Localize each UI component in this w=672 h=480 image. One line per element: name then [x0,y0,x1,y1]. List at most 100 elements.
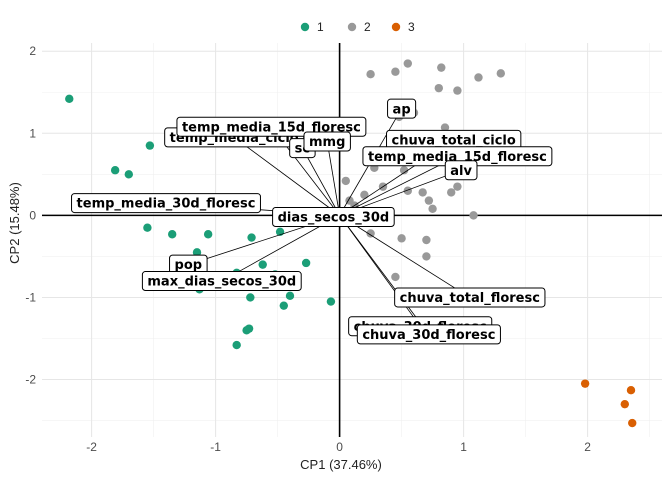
loading-arrow [339,215,430,335]
loading-label-box [303,131,351,152]
loading-label-text: pop [175,258,203,273]
x-axis-title: CP1 (37.46%) [300,457,382,472]
score-point-cluster-2 [440,123,450,132]
score-point-cluster-2 [391,67,400,76]
score-point-cluster-2 [399,166,409,175]
score-point-cluster-2 [447,188,456,197]
loading-arrow [233,137,340,216]
score-point-cluster-2 [424,196,434,205]
grid [42,43,662,437]
score-point-cluster-2 [437,63,446,72]
x-tick-label: -2 [86,440,97,454]
score-point-cluster-2 [496,69,505,78]
legend-key-2 [347,22,357,32]
loading-label-text: temp_media_30d_floresc [77,197,256,212]
loading-label-text: chuva_30d_floresc [362,328,495,343]
loading-label-ap: ap [387,98,417,119]
score-point-cluster-3 [626,386,636,395]
score-point-cluster-2 [366,69,375,79]
loading-label-text: max_dias_secos_30d [147,275,296,290]
loading-label-temp_media_15d_floresc: temp_media_15d_floresc [362,146,553,167]
loading-label-text: chuva_total_ciclo [392,133,516,148]
score-point-cluster-3 [580,379,590,388]
y-tick-label: -1 [25,290,36,304]
y-tick-label: 0 [29,208,36,222]
score-point-cluster-2 [418,188,427,197]
score-point-cluster-2 [453,182,462,191]
score-point-cluster-2 [428,204,437,214]
loading-label-dias_secos_30d: dias_secos_30d [272,207,395,228]
score-point-cluster-1 [232,340,241,350]
loading-label-chuva_total_floresc: chuva_total_floresc [394,287,546,308]
score-point-cluster-3 [628,418,637,428]
score-point-cluster-2 [422,252,431,261]
loading-label-chuva_total_ciclo: chuva_total_ciclo [386,129,522,150]
loading-arrow [302,147,340,216]
y-tick-label: -2 [25,373,36,387]
loading-label-max_dias_secos_30d: max_dias_secos_30d [141,271,302,292]
loading-label-text: chuva_total_floresc [400,291,540,306]
score-point-cluster-2 [403,186,412,195]
score-point-cluster-2 [434,83,443,93]
loading-arrow [326,141,340,216]
score-point-cluster-1 [65,94,74,104]
legend-key-3 [391,22,401,32]
x-tick-label: 0 [336,440,343,454]
loading-label-box [176,116,367,137]
score-point-cluster-2 [453,86,462,95]
loading-label-pop: pop [169,254,208,275]
y-tick-label: 1 [29,126,36,140]
score-point-cluster-1 [203,230,213,239]
score-point-cluster-2 [474,73,483,82]
x-tick-label: -1 [210,440,221,454]
loading-label-box [356,324,501,345]
loading-label-text: ap [393,102,411,117]
legend: 1 2 3 [300,20,415,34]
loading-label-text: alv [450,164,472,179]
score-point-cluster-1 [168,230,177,239]
loading-label-mmg: mmg [303,131,351,152]
score-point-cluster-1 [247,233,256,242]
y-tick-label: 2 [29,44,36,58]
loading-label-box [272,207,395,228]
loading-label-box [141,271,302,292]
score-point-cluster-1 [124,170,133,179]
loading-label-box [444,160,478,181]
loading-label-alv: alv [444,160,478,181]
loading-label-temp_media_30d_floresc: temp_media_30d_floresc [71,193,261,214]
legend-key-1 [300,22,310,32]
score-point-cluster-2 [397,234,406,243]
zero-lines [42,43,662,437]
score-point-cluster-2 [391,272,400,282]
loading-label-box [71,193,261,214]
y-axis-title: CP2 (15.48%) [7,182,22,264]
score-point-cluster-1 [145,141,155,150]
score-point-cluster-1 [258,260,267,269]
score-point-cluster-2 [341,176,350,186]
score-point-cluster-1 [143,223,152,232]
score-point-cluster-2 [366,229,375,238]
score-point-cluster-1 [110,166,120,175]
score-point-cluster-1 [301,258,311,268]
loading-arrow [339,215,471,298]
y-tick-labels: -2 -1 0 1 2 [25,44,36,386]
legend-label: 2 [364,20,371,34]
score-point-cluster-2 [422,235,431,245]
legend-label: 1 [317,20,324,34]
score-point-cluster-2 [469,211,478,220]
x-tick-label: 1 [460,440,467,454]
score-point-cluster-1 [285,291,295,301]
loading-label-text: dias_secos_30d [278,211,390,226]
score-point-cluster-1 [246,293,255,302]
loading-label-box [387,98,417,119]
loading-label-text: temp_media_15d_floresc [368,150,547,165]
x-tick-label: 2 [584,440,591,454]
x-tick-labels: -2 -1 0 1 2 [86,440,591,454]
loading-label-text: mmg [309,135,345,150]
loading-label-chuva_30d_floresc_behind: chuva_30d_floresc [356,324,501,345]
score-point-cluster-3 [620,399,629,409]
score-point-cluster-2 [403,59,412,68]
score-point-cluster-1 [244,324,254,333]
loading-label-box [394,287,546,308]
